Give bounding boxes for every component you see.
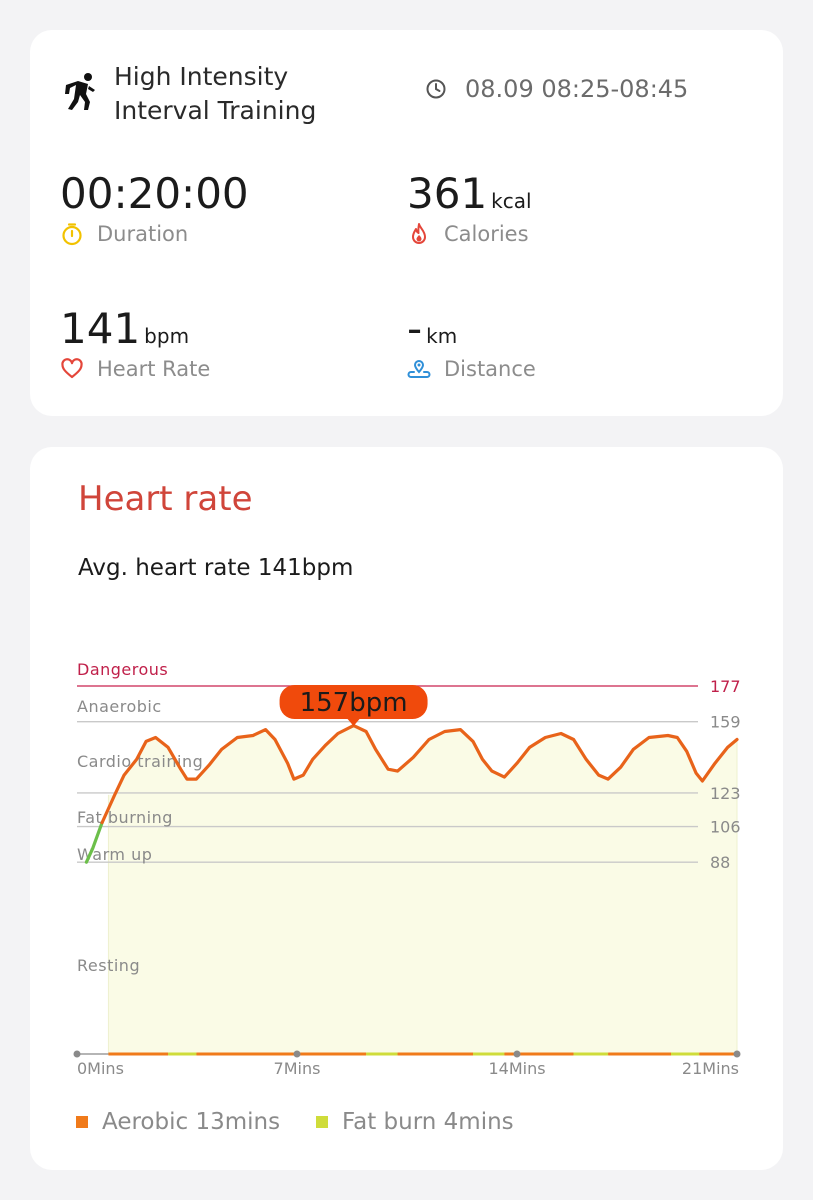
zone-label-warm-up: Warm up — [77, 845, 152, 864]
peak-tooltip — [279, 685, 428, 719]
zone-value-cardio-training: 123 — [710, 784, 741, 803]
legend-item-aerobic: Aerobic 13mins — [76, 1109, 280, 1135]
heart-rate-metric: 141 bpm Heart Rate — [60, 304, 210, 382]
distance-label: Distance — [444, 357, 536, 381]
distance-value: - — [407, 304, 423, 353]
calories-label: Calories — [444, 222, 529, 246]
duration-value: 00:20:00 — [60, 169, 249, 218]
distance-unit: km — [426, 324, 458, 348]
zone-value-fat-burning: 106 — [710, 818, 741, 837]
heart-rate-area-fill — [108, 725, 737, 1054]
running-person-icon — [65, 73, 95, 110]
duration-label-row: Duration — [60, 222, 188, 246]
zone-label-anaerobic: Anaerobic — [77, 697, 162, 716]
workout-title: High Intensity Interval Training — [114, 60, 316, 128]
legend-swatch-aerobic — [76, 1116, 88, 1128]
zone-label-cardio-training: Cardio training — [77, 752, 203, 771]
duration-metric: 00:20:00 Duration — [60, 169, 249, 247]
calories-label-row: Calories — [407, 222, 529, 246]
x-tick-label: 0Mins — [77, 1059, 124, 1078]
heart-rate-line — [100, 724, 739, 825]
zone-label-resting: Resting — [77, 956, 140, 975]
zone-label-dangerous: Dangerous — [77, 660, 168, 679]
x-tick-label: 21Mins — [682, 1059, 739, 1078]
heart-rate-label-row: Heart Rate — [60, 357, 210, 381]
x-tick-label: 14Mins — [488, 1059, 545, 1078]
stopwatch-icon — [62, 223, 82, 246]
zone-value-anaerobic: 159 — [710, 713, 741, 732]
calories-value: 361 — [407, 169, 488, 218]
zone-value-dangerous: 177 — [710, 677, 741, 696]
heart-rate-value: 141 — [60, 304, 141, 353]
heart-rate-label: Heart Rate — [97, 357, 211, 381]
distance-label-row: Distance — [407, 357, 536, 381]
workout-time-range: 08.09 08:25-08:45 — [465, 75, 689, 103]
heart-rate-line-warmup — [84, 821, 104, 864]
calories-unit: kcal — [491, 189, 532, 213]
workout-title-line1: High Intensity — [114, 62, 289, 91]
peak-tooltip-pointer — [347, 719, 360, 726]
average-heart-rate: Avg. heart rate 141bpm — [78, 555, 354, 581]
clock-icon — [426, 79, 446, 99]
x-tick-dot — [733, 1050, 741, 1058]
heart-rate-chart: 177 Dangerous 159 Anaerobic 123 Cardio traini… — [73, 660, 741, 1078]
flame-icon — [412, 223, 426, 244]
heart-rate-title: Heart rate — [78, 479, 253, 519]
x-tick-dot — [513, 1050, 521, 1058]
workout-summary-card: High Intensity Interval Training 08.09 0… — [30, 30, 783, 416]
duration-label: Duration — [97, 222, 189, 246]
heart-icon — [61, 358, 83, 379]
distance-metric: - km Distance — [407, 304, 536, 382]
x-tick-dot — [293, 1050, 301, 1058]
location-pin-icon — [407, 360, 431, 378]
heart-rate-card: Heart rate Avg. heart rate 141bpm 177 Dan… — [30, 447, 783, 1170]
x-tick-dot — [73, 1050, 81, 1058]
legend-swatch-fat-burn — [316, 1116, 328, 1128]
zone-value-warm-up: 88 — [710, 853, 730, 872]
zone-label-fat-burning: Fat burning — [77, 808, 173, 827]
legend-label-aerobic: Aerobic 13mins — [102, 1109, 281, 1135]
peak-tooltip-label: 157bpm — [300, 688, 408, 718]
legend-item-fat-burn: Fat burn 4mins — [316, 1109, 514, 1135]
calories-metric: 361 kcal Calories — [407, 169, 532, 247]
legend-label-fat-burn: Fat burn 4mins — [342, 1109, 514, 1135]
x-tick-label: 7Mins — [274, 1059, 321, 1078]
workout-title-line2: Interval Training — [114, 96, 317, 125]
heart-rate-unit: bpm — [144, 324, 190, 348]
